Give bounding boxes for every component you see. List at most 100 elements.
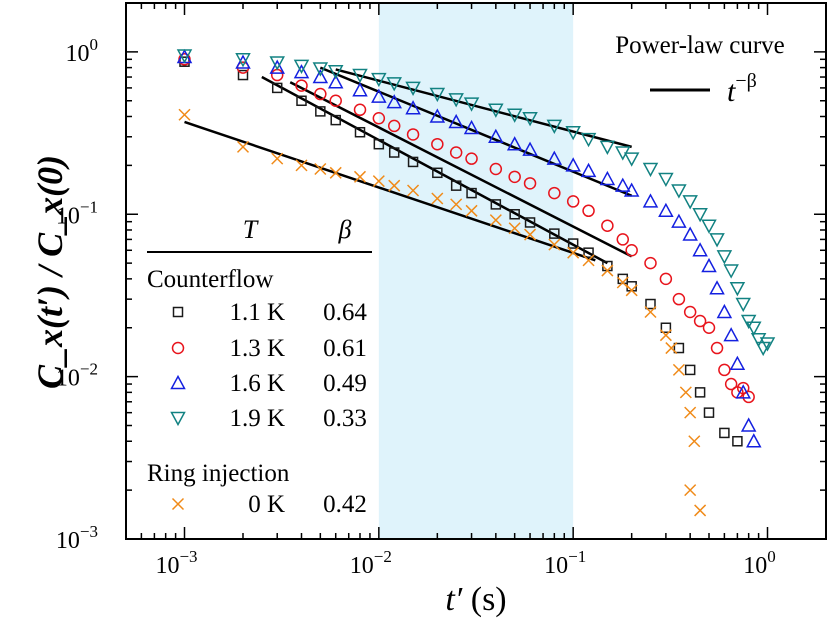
data-point: [682, 195, 698, 210]
data-point: [746, 321, 762, 336]
data-point: [431, 137, 444, 151]
data-point: [683, 305, 697, 319]
legend-group-ring-injection: Ring injection: [147, 460, 290, 487]
data-point: [463, 97, 480, 112]
data-point: [601, 264, 614, 277]
data-point: [293, 59, 310, 74]
power-law-formula: t−β: [727, 70, 757, 108]
data-point: [703, 407, 715, 418]
x-tick-label: 100: [743, 547, 776, 579]
data-point: [565, 125, 581, 141]
legend-beta: 0.49: [323, 370, 367, 397]
data-point: [642, 193, 659, 208]
data-point: [658, 202, 674, 218]
data-point: [371, 88, 387, 103]
data-point: [270, 68, 284, 82]
data-point: [523, 177, 537, 190]
x-tick-labels: 10−3 10−2 10−1 100: [155, 547, 775, 579]
data-point: [567, 238, 579, 249]
data-point: [429, 108, 446, 123]
data-point: [178, 108, 191, 121]
legend-beta: 0.64: [323, 299, 367, 326]
data-point: [271, 82, 283, 94]
data-point: [729, 282, 746, 297]
data-point: [580, 132, 597, 148]
x-tick-label: 10−2: [350, 547, 392, 579]
data-point: [314, 87, 327, 101]
y-tick-labels: 10−3 10−2 10−1 100: [56, 35, 98, 554]
data-point: [742, 390, 755, 404]
data-point: [524, 217, 536, 228]
data-point: [353, 170, 367, 183]
data-point: [566, 195, 580, 208]
data-point: [625, 244, 638, 257]
x-tick-label: 10−3: [155, 547, 197, 579]
data-point: [701, 219, 717, 234]
data-point: [660, 322, 672, 333]
data-point: [372, 175, 385, 188]
data-point: [672, 292, 686, 306]
data-point: [405, 81, 421, 96]
data-point: [407, 184, 420, 197]
legend-marker: [170, 411, 186, 427]
data-point: [616, 233, 630, 246]
data-point: [546, 119, 563, 134]
data-point: [740, 417, 757, 432]
data-point: [645, 298, 656, 310]
data-point: [583, 247, 594, 258]
data-point: [489, 162, 503, 176]
legend-temperature: 1.3 K: [229, 335, 285, 362]
data-point: [684, 364, 696, 376]
data-point: [432, 167, 443, 179]
data-point: [429, 87, 446, 103]
data-point: [465, 204, 478, 217]
data-point: [329, 94, 342, 108]
data-point: [735, 297, 751, 313]
fit-line: [289, 81, 633, 258]
data-point: [506, 136, 523, 151]
x-tick-label: 10−1: [544, 547, 586, 579]
legend-table: T β Counterflow Ring injection 1.1 K 0.64…: [147, 215, 372, 518]
series-1: [178, 53, 755, 404]
data-point: [623, 182, 640, 197]
data-point: [549, 228, 560, 239]
data-point: [673, 342, 685, 354]
data-point: [508, 222, 521, 235]
y-tick-label: 10−1: [56, 197, 98, 229]
data-point: [236, 140, 250, 153]
data-point: [235, 53, 251, 68]
data-point: [386, 94, 402, 109]
y-tick-label: 10−3: [56, 522, 98, 554]
power-law-annotation: Power-law curve t−β: [615, 32, 785, 108]
data-point: [465, 152, 478, 165]
data-point: [642, 162, 659, 178]
legend-marker: [172, 306, 184, 318]
data-point: [671, 184, 687, 199]
legend-temperature: 1.9 K: [229, 405, 285, 432]
data-point: [450, 180, 462, 191]
data-point: [386, 77, 402, 92]
data-point: [387, 119, 401, 133]
legend-temperature: 1.1 K: [229, 299, 285, 326]
data-point: [295, 79, 308, 92]
data-point: [353, 103, 367, 117]
data-point: [237, 69, 249, 81]
data-point: [682, 226, 698, 241]
data-point: [684, 406, 697, 419]
data-point: [269, 56, 285, 71]
data-point: [750, 332, 767, 348]
data-point: [509, 209, 520, 220]
plot-frame: [125, 2, 827, 540]
data-point: [522, 141, 538, 156]
power-law-label: Power-law curve: [615, 32, 785, 59]
data-point: [567, 246, 580, 259]
data-point: [352, 68, 368, 84]
data-point: [269, 59, 285, 74]
data-point: [548, 186, 561, 200]
data-point: [658, 172, 674, 188]
data-point: [508, 170, 521, 184]
data-point: [352, 82, 368, 97]
data-point: [694, 387, 706, 398]
data-point: [448, 93, 464, 108]
data-point: [623, 152, 640, 167]
